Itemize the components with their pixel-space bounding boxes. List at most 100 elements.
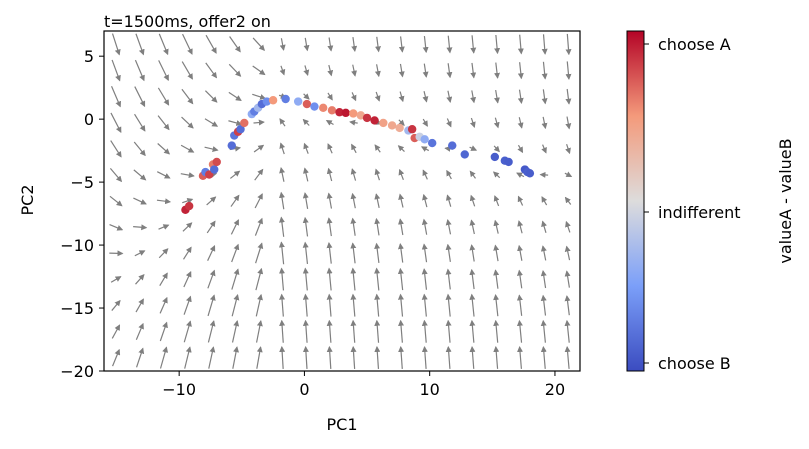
vector-arrow xyxy=(254,217,263,236)
y-tick-label: −15 xyxy=(60,299,94,318)
vector-arrow xyxy=(279,118,286,127)
vector-arrow xyxy=(229,170,241,179)
vector-arrow xyxy=(135,274,145,285)
data-point xyxy=(281,94,290,104)
vector-arrow xyxy=(398,63,405,78)
data-point xyxy=(335,108,344,117)
vector-arrow xyxy=(541,89,548,105)
vector-arrow xyxy=(517,345,523,369)
vector-arrow xyxy=(207,269,216,289)
vector-arrow xyxy=(302,345,309,369)
vector-arrow xyxy=(326,192,333,209)
vector-arrow xyxy=(349,119,358,126)
vector-arrow xyxy=(422,63,429,78)
vector-arrow xyxy=(374,242,381,263)
vector-arrow xyxy=(422,91,429,103)
vector-arrow xyxy=(254,193,263,209)
vector-arrow xyxy=(302,319,309,343)
vector-arrow xyxy=(541,196,548,206)
vector-arrow xyxy=(470,90,477,104)
vector-arrow xyxy=(207,245,216,261)
vector-arrow xyxy=(445,345,452,369)
vector-arrow xyxy=(374,64,381,78)
vector-arrow xyxy=(445,243,452,262)
vector-arrow xyxy=(493,89,500,104)
vector-arrow xyxy=(232,346,239,369)
vector-arrow xyxy=(350,168,357,181)
vector-arrow xyxy=(205,62,218,79)
data-point xyxy=(407,125,417,134)
vector-arrow xyxy=(110,276,122,283)
data-point xyxy=(184,201,194,211)
vector-arrow xyxy=(493,244,500,262)
vector-arrow xyxy=(397,243,404,263)
vector-arrow xyxy=(445,194,452,207)
vector-arrow xyxy=(255,242,264,264)
vector-arrow xyxy=(326,167,333,182)
vector-arrow xyxy=(493,294,500,317)
vector-arrow xyxy=(279,142,286,155)
vector-arrow xyxy=(255,267,264,291)
vector-arrow xyxy=(421,319,428,343)
data-point xyxy=(460,150,469,159)
vector-arrow xyxy=(252,37,265,51)
vector-arrow xyxy=(422,35,429,54)
vector-arrow xyxy=(494,34,501,55)
vector-arrow xyxy=(350,319,357,343)
vector-arrow xyxy=(350,242,357,264)
x-tick-label: 20 xyxy=(545,380,565,399)
vector-arrow xyxy=(111,324,121,339)
vector-arrow xyxy=(397,267,404,291)
vector-arrow xyxy=(182,33,193,55)
vector-arrow xyxy=(351,143,357,154)
vector-arrow xyxy=(445,319,452,343)
data-point xyxy=(341,108,350,118)
vector-arrow xyxy=(374,217,381,236)
data-point xyxy=(319,103,328,113)
vector-arrow xyxy=(279,191,285,210)
vector-arrow xyxy=(541,61,548,80)
vector-arrow xyxy=(516,319,523,343)
vector-arrow xyxy=(397,145,405,153)
vector-arrow xyxy=(469,170,476,179)
vector-arrow xyxy=(159,346,169,369)
vector-arrow xyxy=(421,345,428,369)
vector-arrow xyxy=(302,192,309,210)
vector-arrow xyxy=(180,144,195,153)
vector-arrow xyxy=(541,220,547,234)
vector-arrow xyxy=(374,193,381,208)
x-axis: −10 0 10 20 xyxy=(162,371,565,399)
vector-arrow xyxy=(112,348,121,367)
vector-arrow xyxy=(326,241,333,264)
colorbar: choose A indifferent choose B valueA - v… xyxy=(626,30,795,373)
vector-arrow xyxy=(517,117,524,129)
data-point xyxy=(379,118,388,128)
vector-arrow xyxy=(180,172,195,179)
data-point xyxy=(262,97,272,106)
vector-arrow xyxy=(421,243,428,263)
vector-arrow xyxy=(540,319,547,343)
data-point xyxy=(302,99,312,109)
vector-arrow xyxy=(279,38,286,51)
data-point xyxy=(490,152,500,162)
vector-arrow xyxy=(375,36,381,53)
vector-arrow xyxy=(159,272,168,287)
vector-arrow xyxy=(374,267,381,291)
vector-arrow xyxy=(182,198,194,204)
vector-arrow xyxy=(422,193,428,208)
vector-arrow xyxy=(398,218,404,236)
vector-arrow xyxy=(350,217,357,236)
vector-arrow xyxy=(539,171,549,178)
vector-arrow xyxy=(205,34,217,54)
vector-arrow xyxy=(421,268,428,290)
x-axis-label: PC1 xyxy=(327,415,358,434)
vector-arrow xyxy=(446,169,452,180)
data-point xyxy=(268,96,278,105)
vector-arrow xyxy=(204,118,219,127)
vector-arrow xyxy=(350,293,357,317)
vector-arrow xyxy=(253,144,265,153)
vector-arrow xyxy=(446,90,453,103)
data-point xyxy=(227,141,236,150)
vector-arrow xyxy=(231,268,240,290)
